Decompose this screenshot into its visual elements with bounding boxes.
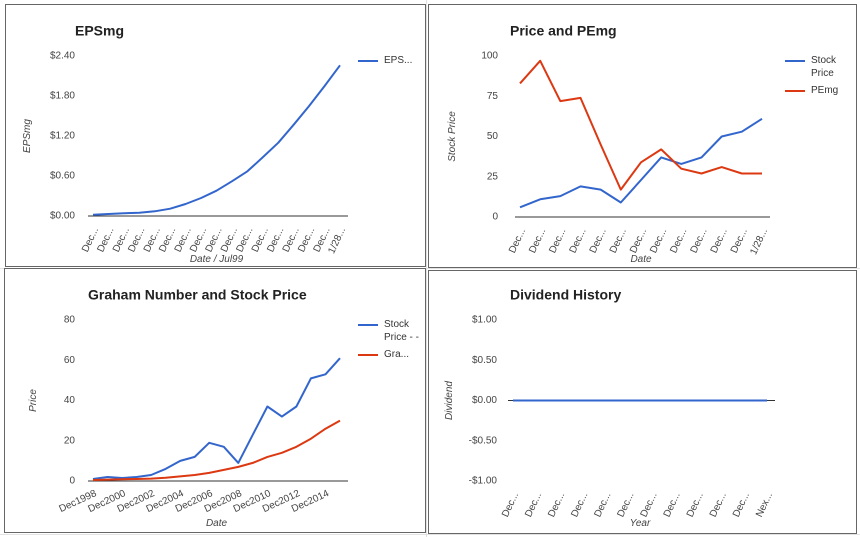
y-tick-label: 20 [64,435,76,446]
data-line [92,419,341,481]
legend-item: Stock Price [785,54,853,80]
y-tick-label: $2.40 [50,51,75,62]
y-axis-label: Price [28,389,39,412]
y-axis-label: EPSmg [22,119,33,153]
y-tick-label: 75 [487,91,499,102]
legend-swatch [358,354,378,356]
x-axis-label: Date [630,254,652,265]
y-tick-label: 80 [64,315,76,326]
y-tick-label: 0 [69,476,75,487]
y-tick-label: $0.60 [50,171,75,182]
y-tick-label: 25 [487,171,499,182]
legend-item: EPS... [358,54,426,67]
y-axis-label: Stock Price [447,111,458,162]
data-line [519,59,762,191]
legend-label: Stock Price [811,55,837,79]
chart-title: Graham Number and Stock Price [88,287,307,303]
panel [5,4,426,267]
y-tick-label: $0.00 [50,211,75,222]
data-line [92,357,341,480]
x-axis-label: Date [206,518,228,529]
legend-label: Stock Price - - [384,319,419,343]
legend-item: Gra... [358,348,426,361]
y-axis-label: Dividend [444,381,455,420]
legend-item: PEmg [785,84,853,97]
legend-label: Gra... [384,349,410,360]
legend-label: EPS... [384,55,413,66]
y-tick-label: 40 [64,395,76,406]
panel [428,270,857,534]
legend: EPS... [358,54,426,71]
y-tick-label: 0 [492,212,498,223]
y-tick-label: 50 [487,131,499,142]
x-axis-label: Year [630,518,651,529]
y-tick-label: 60 [64,355,76,366]
panel [4,268,426,533]
legend-swatch [358,324,378,326]
y-tick-label: $0.00 [472,395,497,406]
y-tick-label: $0.50 [472,355,497,366]
chart-title: Dividend History [510,287,621,303]
legend-swatch [358,60,378,62]
data-line [92,64,341,216]
x-axis-label: Date / Jul99 [190,254,244,265]
data-line [519,117,763,209]
legend-swatch [785,60,805,62]
y-tick-label: -$0.50 [469,435,498,446]
legend: Stock Price PEmg [785,54,853,101]
chart-title: Price and PEmg [510,23,617,39]
legend-swatch [785,90,805,92]
y-tick-label: 100 [481,51,498,62]
y-tick-label: $1.20 [50,131,75,142]
legend-label: PEmg [811,85,839,96]
legend: Stock Price - - Gra... [358,318,426,365]
y-tick-label: -$1.00 [469,476,498,487]
legend-item: Stock Price - - [358,318,426,344]
panel [428,4,857,268]
y-tick-label: $1.00 [472,315,497,326]
chart-title: EPSmg [75,23,124,39]
y-tick-label: $1.80 [50,91,75,102]
